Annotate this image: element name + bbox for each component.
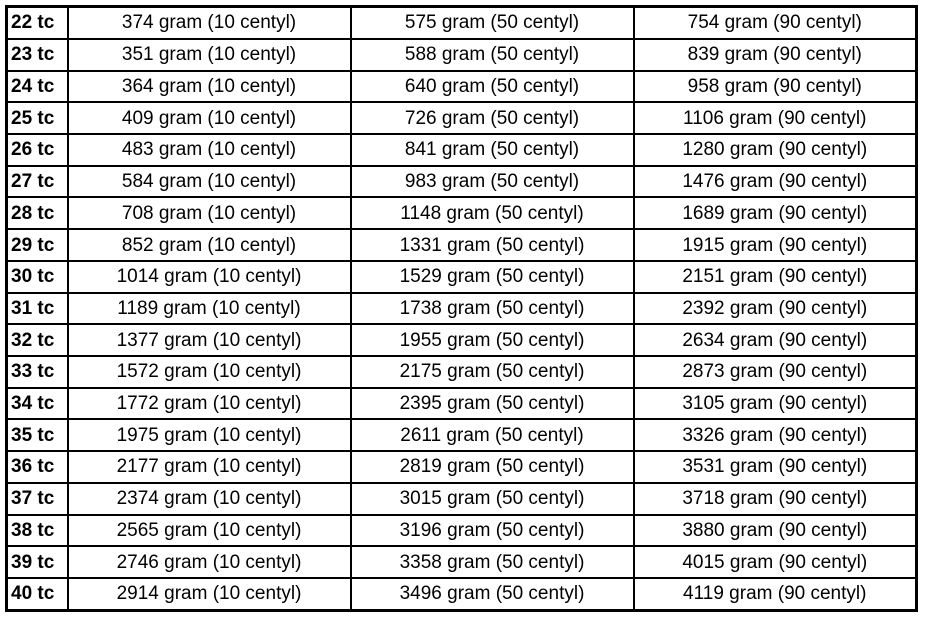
weight-cell: 2374 gram (10 centyl) bbox=[66, 481, 352, 516]
weight-cell: 1476 gram (90 centyl) bbox=[632, 164, 918, 199]
table-row: 30 tc 1014 gram (10 centyl) 1529 gram (50 … bbox=[5, 259, 918, 294]
weight-cell: 1975 gram (10 centyl) bbox=[66, 418, 352, 453]
weight-cell: 364 gram (10 centyl) bbox=[66, 69, 352, 104]
weight-cell: 409 gram (10 centyl) bbox=[66, 101, 352, 136]
weight-cell: 726 gram (50 centyl) bbox=[349, 101, 635, 136]
table-row: 29 tc 852 gram (10 centyl) 1331 gram (50 c… bbox=[5, 228, 918, 262]
weight-cell: 2175 gram (50 centyl) bbox=[349, 354, 635, 389]
weight-cell: 1014 gram (10 centyl) bbox=[66, 259, 352, 294]
weight-cell: 2392 gram (90 centyl) bbox=[632, 291, 918, 326]
week-cell: 29 tc bbox=[5, 228, 69, 262]
weight-cell: 2819 gram (50 centyl) bbox=[349, 450, 635, 484]
table-row: 28 tc 708 gram (10 centyl) 1148 gram (50 c… bbox=[5, 196, 918, 231]
week-cell: 40 tc bbox=[5, 576, 69, 612]
weight-cell: 958 gram (90 centyl) bbox=[632, 69, 918, 104]
weight-cell: 3105 gram (90 centyl) bbox=[632, 386, 918, 421]
weight-cell: 2151 gram (90 centyl) bbox=[632, 259, 918, 294]
weight-cell: 3496 gram (50 centyl) bbox=[349, 576, 635, 612]
week-cell: 30 tc bbox=[5, 259, 69, 294]
weight-cell: 1689 gram (90 centyl) bbox=[632, 196, 918, 231]
weight-cell: 3015 gram (50 centyl) bbox=[349, 481, 635, 516]
table-row: 31 tc 1189 gram (10 centyl) 1738 gram (50 … bbox=[5, 291, 918, 326]
weight-cell: 2395 gram (50 centyl) bbox=[349, 386, 635, 421]
weight-cell: 3196 gram (50 centyl) bbox=[349, 513, 635, 548]
weight-cell: 1377 gram (10 centyl) bbox=[66, 323, 352, 357]
weight-cell: 2565 gram (10 centyl) bbox=[66, 513, 352, 548]
week-cell: 22 tc bbox=[5, 5, 69, 40]
weight-cell: 3358 gram (50 centyl) bbox=[349, 545, 635, 579]
week-cell: 33 tc bbox=[5, 354, 69, 389]
weight-cell: 841 gram (50 centyl) bbox=[349, 133, 635, 167]
week-cell: 37 tc bbox=[5, 481, 69, 516]
weight-cell: 483 gram (10 centyl) bbox=[66, 133, 352, 167]
weight-cell: 640 gram (50 centyl) bbox=[349, 69, 635, 104]
weight-cell: 1189 gram (10 centyl) bbox=[66, 291, 352, 326]
weight-cell: 1331 gram (50 centyl) bbox=[349, 228, 635, 262]
table-row: 38 tc 2565 gram (10 centyl) 3196 gram (50 … bbox=[5, 513, 918, 548]
week-cell: 27 tc bbox=[5, 164, 69, 199]
weight-cell: 2634 gram (90 centyl) bbox=[632, 323, 918, 357]
table-row: 33 tc 1572 gram (10 centyl) 2175 gram (50 … bbox=[5, 354, 918, 389]
week-cell: 25 tc bbox=[5, 101, 69, 136]
weight-cell: 588 gram (50 centyl) bbox=[349, 37, 635, 72]
weight-cell: 708 gram (10 centyl) bbox=[66, 196, 352, 231]
weight-cell: 2746 gram (10 centyl) bbox=[66, 545, 352, 579]
weight-cell: 839 gram (90 centyl) bbox=[632, 37, 918, 72]
week-cell: 24 tc bbox=[5, 69, 69, 104]
weight-cell: 374 gram (10 centyl) bbox=[66, 5, 352, 40]
weight-cell: 1280 gram (90 centyl) bbox=[632, 133, 918, 167]
week-cell: 32 tc bbox=[5, 323, 69, 357]
weight-cell: 575 gram (50 centyl) bbox=[349, 5, 635, 40]
table-row: 22 tc 374 gram (10 centyl) 575 gram (50 ce… bbox=[5, 5, 918, 40]
weight-cell: 4015 gram (90 centyl) bbox=[632, 545, 918, 579]
weight-cell: 2873 gram (90 centyl) bbox=[632, 354, 918, 389]
table-row: 34 tc 1772 gram (10 centyl) 2395 gram (50 … bbox=[5, 386, 918, 421]
weight-cell: 1148 gram (50 centyl) bbox=[349, 196, 635, 231]
weight-cell: 1106 gram (90 centyl) bbox=[632, 101, 918, 136]
table-row: 35 tc 1975 gram (10 centyl) 2611 gram (50 … bbox=[5, 418, 918, 453]
table-row: 36 tc 2177 gram (10 centyl) 2819 gram (50 … bbox=[5, 450, 918, 484]
table-row: 25 tc 409 gram (10 centyl) 726 gram (50 ce… bbox=[5, 101, 918, 136]
weight-cell: 1772 gram (10 centyl) bbox=[66, 386, 352, 421]
table-row: 26 tc 483 gram (10 centyl) 841 gram (50 ce… bbox=[5, 133, 918, 167]
weight-cell: 3718 gram (90 centyl) bbox=[632, 481, 918, 516]
table-row: 27 tc 584 gram (10 centyl) 983 gram (50 ce… bbox=[5, 164, 918, 199]
weight-cell: 1915 gram (90 centyl) bbox=[632, 228, 918, 262]
weight-cell: 3531 gram (90 centyl) bbox=[632, 450, 918, 484]
weight-cell: 983 gram (50 centyl) bbox=[349, 164, 635, 199]
weight-cell: 2914 gram (10 centyl) bbox=[66, 576, 352, 612]
weight-table: 22 tc 374 gram (10 centyl) 575 gram (50 ce… bbox=[5, 5, 918, 612]
week-cell: 31 tc bbox=[5, 291, 69, 326]
table-row: 23 tc 351 gram (10 centyl) 588 gram (50 ce… bbox=[5, 37, 918, 72]
weight-cell: 1955 gram (50 centyl) bbox=[349, 323, 635, 357]
week-cell: 23 tc bbox=[5, 37, 69, 72]
week-cell: 26 tc bbox=[5, 133, 69, 167]
weight-cell: 2611 gram (50 centyl) bbox=[349, 418, 635, 453]
week-cell: 28 tc bbox=[5, 196, 69, 231]
weight-cell: 3880 gram (90 centyl) bbox=[632, 513, 918, 548]
weight-cell: 584 gram (10 centyl) bbox=[66, 164, 352, 199]
weight-cell: 1529 gram (50 centyl) bbox=[349, 259, 635, 294]
weight-cell: 1572 gram (10 centyl) bbox=[66, 354, 352, 389]
table-row: 24 tc 364 gram (10 centyl) 640 gram (50 ce… bbox=[5, 69, 918, 104]
table-row: 37 tc 2374 gram (10 centyl) 3015 gram (50 … bbox=[5, 481, 918, 516]
table-row: 32 tc 1377 gram (10 centyl) 1955 gram (50 … bbox=[5, 323, 918, 357]
week-cell: 36 tc bbox=[5, 450, 69, 484]
week-cell: 35 tc bbox=[5, 418, 69, 453]
week-cell: 39 tc bbox=[5, 545, 69, 579]
weight-cell: 4119 gram (90 centyl) bbox=[632, 576, 918, 612]
weight-cell: 852 gram (10 centyl) bbox=[66, 228, 352, 262]
weight-cell: 3326 gram (90 centyl) bbox=[632, 418, 918, 453]
table-row: 39 tc 2746 gram (10 centyl) 3358 gram (50 … bbox=[5, 545, 918, 579]
table-row: 40 tc 2914 gram (10 centyl) 3496 gram (50 … bbox=[5, 576, 918, 612]
week-cell: 38 tc bbox=[5, 513, 69, 548]
weight-cell: 351 gram (10 centyl) bbox=[66, 37, 352, 72]
weight-cell: 1738 gram (50 centyl) bbox=[349, 291, 635, 326]
weight-cell: 754 gram (90 centyl) bbox=[632, 5, 918, 40]
week-cell: 34 tc bbox=[5, 386, 69, 421]
weight-cell: 2177 gram (10 centyl) bbox=[66, 450, 352, 484]
